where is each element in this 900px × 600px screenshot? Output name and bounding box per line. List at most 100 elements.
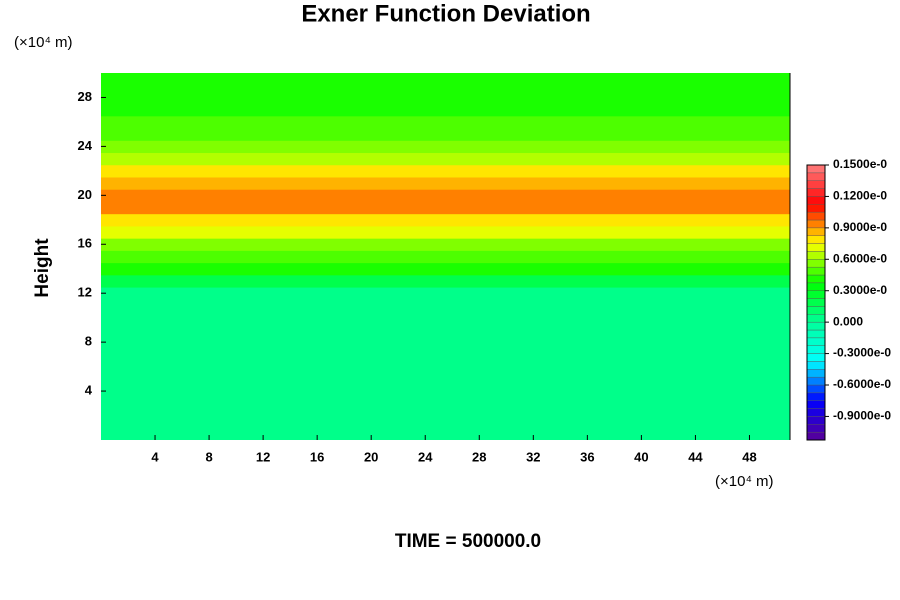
y-unit: (×10⁴ m)	[14, 34, 73, 51]
contour-band	[101, 225, 790, 239]
contour-band	[101, 311, 790, 325]
x-tick-label: 48	[742, 449, 756, 464]
colorbar-band	[806, 180, 826, 189]
colorbar-band	[806, 196, 826, 205]
colorbar-band	[806, 274, 826, 284]
footer: TIME = 500000.0	[395, 531, 541, 552]
y-tick-label: 8	[85, 334, 92, 349]
x-tick-label: 36	[580, 449, 594, 464]
contour-band	[101, 73, 790, 80]
x-tick-label: 28	[472, 449, 486, 464]
colorbar-tick-label: 0.1500e-0	[833, 157, 887, 171]
colorbar-tick-label: 0.3000e-0	[833, 283, 887, 297]
contour-band	[101, 274, 790, 288]
contour-band	[101, 238, 790, 251]
colorbar-band	[806, 392, 826, 401]
colorbar-band	[806, 243, 826, 252]
contour-band	[101, 115, 790, 129]
colorbar-band	[806, 211, 826, 221]
x-tick-label: 16	[310, 449, 324, 464]
colorbar-band	[806, 345, 826, 354]
colorbar-tick-label: -0.3000e-0	[833, 346, 891, 360]
contour-band	[101, 421, 790, 435]
colorbar-band	[806, 266, 826, 276]
contour-band	[101, 348, 790, 361]
colorbar-band	[806, 424, 826, 433]
colorbar-band	[806, 235, 826, 244]
contour-band	[101, 433, 790, 440]
contour-band	[101, 372, 790, 386]
contour-band	[101, 213, 790, 227]
y-tick-label: 24	[78, 138, 93, 153]
contour-band	[101, 91, 790, 105]
contour-band	[101, 189, 790, 202]
contour-band	[101, 140, 790, 154]
y-tick-label: 20	[78, 187, 92, 202]
contour-band	[101, 384, 790, 398]
colorbar-band	[806, 172, 826, 181]
contour-band	[101, 287, 790, 300]
x-tick-label: 20	[364, 449, 378, 464]
colorbar-tick-label: 0.000	[833, 314, 863, 328]
y-tick-label: 4	[85, 383, 93, 398]
colorbar-band	[806, 204, 826, 213]
colorbar-band	[806, 164, 826, 174]
x-unit: (×10⁴ m)	[715, 473, 774, 490]
contour-band	[101, 201, 790, 215]
colorbar-band	[806, 219, 826, 229]
colorbar-band	[806, 259, 826, 268]
x-tick-label: 12	[256, 449, 270, 464]
y-axis-label: Height	[32, 238, 53, 298]
x-tick-label: 8	[205, 449, 212, 464]
contour-band	[101, 164, 790, 178]
contour-band	[101, 250, 790, 264]
y-tick-label: 16	[78, 236, 92, 251]
colorbar-band	[806, 416, 826, 425]
contour-band	[101, 336, 790, 349]
colorbar-band	[806, 361, 826, 370]
colorbar-band	[806, 282, 826, 291]
contour-band	[101, 409, 790, 423]
x-tick-label: 4	[151, 449, 159, 464]
x-tick-label: 44	[688, 449, 703, 464]
x-tick-label: 32	[526, 449, 540, 464]
contour-band	[101, 360, 790, 374]
colorbar-band	[806, 329, 826, 339]
y-tick-label: 12	[78, 285, 92, 300]
colorbar-band	[806, 369, 826, 378]
contour-band	[101, 152, 790, 166]
colorbar-band	[806, 353, 826, 362]
colorbar-band	[806, 321, 826, 331]
x-tick-label: 40	[634, 449, 648, 464]
colorbar-tick-label: -0.9000e-0	[833, 409, 891, 423]
contour-band	[101, 299, 790, 313]
contour-band	[101, 323, 790, 337]
colorbar-band	[806, 314, 826, 323]
colorbar-tick-label: -0.6000e-0	[833, 377, 891, 391]
chart-title: Exner Function Deviation	[301, 0, 590, 27]
colorbar-band	[806, 290, 826, 299]
colorbar-tick-label: 0.6000e-0	[833, 251, 887, 265]
colorbar-band	[806, 337, 826, 346]
y-tick-label: 28	[78, 89, 92, 104]
colorbar-frame	[806, 164, 826, 441]
colorbar-band	[806, 298, 826, 307]
colorbar-band	[806, 400, 826, 409]
contour-band	[101, 128, 790, 141]
colorbar-band	[806, 251, 826, 260]
field	[101, 73, 790, 440]
colorbar-band	[806, 306, 826, 315]
contour-band	[101, 397, 790, 410]
colorbar-band	[806, 384, 826, 394]
colorbar-band	[806, 408, 826, 417]
colorbar-tick-label: 0.1200e-0	[833, 189, 887, 203]
colorbar-band	[806, 227, 826, 236]
x-tick-label: 24	[418, 449, 433, 464]
colorbar-tick-label: 0.9000e-0	[833, 220, 887, 234]
contour-band	[101, 176, 790, 190]
contour-band	[101, 79, 790, 92]
contour-band	[101, 103, 790, 117]
colorbar-band	[806, 376, 826, 386]
